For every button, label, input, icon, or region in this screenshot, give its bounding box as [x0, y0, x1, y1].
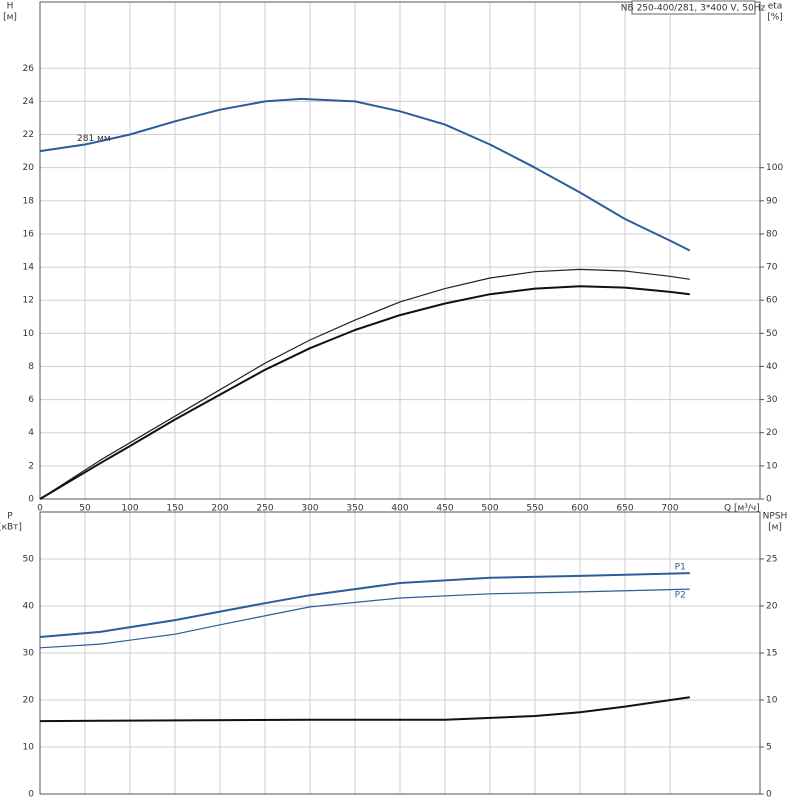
annotation: 281 мм: [77, 134, 111, 144]
y-tick-label: 10: [23, 743, 35, 753]
y2-tick-label: 80: [766, 229, 778, 239]
y2-tick-label: 5: [766, 743, 772, 753]
y-tick-label: 16: [23, 229, 35, 239]
y-tick-label: 4: [28, 428, 34, 438]
series-line: [39, 97, 691, 252]
y-tick-label: 6: [28, 395, 34, 405]
series-line: [39, 285, 690, 500]
y-tick-label: 18: [23, 196, 35, 206]
y2-tick-label: 25: [766, 555, 777, 565]
y-axis-label: [м]: [3, 13, 17, 23]
y-axis-label: H: [7, 2, 14, 12]
y2-tick-label: 90: [766, 196, 778, 206]
y-tick-label: 8: [28, 362, 34, 372]
y-axis-label: [кВт]: [0, 523, 22, 533]
y-tick-label: 20: [23, 696, 35, 706]
x-tick-label: 650: [616, 504, 633, 514]
y2-tick-label: 0: [766, 790, 772, 800]
y-tick-label: 0: [28, 495, 34, 505]
y-axis-label: P: [7, 512, 13, 522]
y2-tick-label: 70: [766, 263, 778, 273]
x-tick-label: 600: [571, 504, 588, 514]
y-tick-label: 2: [28, 461, 34, 471]
y2-tick-label: 20: [766, 428, 778, 438]
x-tick-label: 0: [37, 504, 43, 514]
y2-axis-label: eta: [768, 2, 783, 12]
x-tick-label: 450: [436, 504, 453, 514]
series-label: P2: [675, 591, 686, 601]
y2-tick-label: 20: [766, 602, 778, 612]
x-tick-label: 500: [481, 504, 498, 514]
x-tick-label: 50: [79, 504, 91, 514]
y-tick-label: 24: [23, 97, 35, 107]
series-line: [39, 572, 690, 638]
y2-tick-label: 100: [766, 163, 783, 173]
x-tick-label: 200: [211, 504, 228, 514]
y-tick-label: 30: [23, 649, 35, 659]
y2-axis-label: NPSH: [763, 512, 788, 522]
series-label: P1: [675, 563, 686, 573]
y2-tick-label: 10: [766, 461, 778, 471]
y-tick-label: 0: [28, 790, 34, 800]
x-tick-label: 550: [526, 504, 543, 514]
x-tick-label: 300: [301, 504, 318, 514]
x-tick-label: 100: [121, 504, 138, 514]
y2-tick-label: 15: [766, 649, 777, 659]
chart-title: NB 250-400/281, 3*400 V, 50Hz: [621, 4, 766, 14]
x-tick-label: 700: [661, 504, 678, 514]
x-axis-label: Q [м³/ч]: [724, 504, 760, 514]
x-tick-label: 350: [346, 504, 363, 514]
series-line: [39, 696, 690, 723]
y2-tick-label: 0: [766, 495, 772, 505]
y2-tick-label: 40: [766, 362, 778, 372]
y2-tick-label: 10: [766, 696, 778, 706]
y-tick-label: 10: [23, 329, 35, 339]
y-tick-label: 50: [23, 555, 35, 565]
series-line: [39, 588, 690, 649]
y2-axis-label: [%]: [767, 13, 783, 23]
y-tick-label: 40: [23, 602, 35, 612]
x-tick-label: 250: [256, 504, 273, 514]
y-tick-label: 22: [23, 130, 34, 140]
y2-tick-label: 60: [766, 296, 778, 306]
y-tick-label: 12: [23, 296, 34, 306]
plot-frame: [39, 1, 761, 500]
series-line: [39, 268, 690, 500]
plot-frame: [39, 511, 761, 795]
x-tick-label: 150: [166, 504, 183, 514]
x-tick-label: 400: [391, 504, 408, 514]
y-tick-label: 26: [23, 64, 35, 74]
y2-tick-label: 30: [766, 395, 778, 405]
y2-tick-label: 50: [766, 329, 778, 339]
y2-axis-label: [м]: [768, 523, 782, 533]
y-tick-label: 14: [23, 263, 35, 273]
y-tick-label: 20: [23, 163, 35, 173]
title-box: [631, 0, 756, 15]
